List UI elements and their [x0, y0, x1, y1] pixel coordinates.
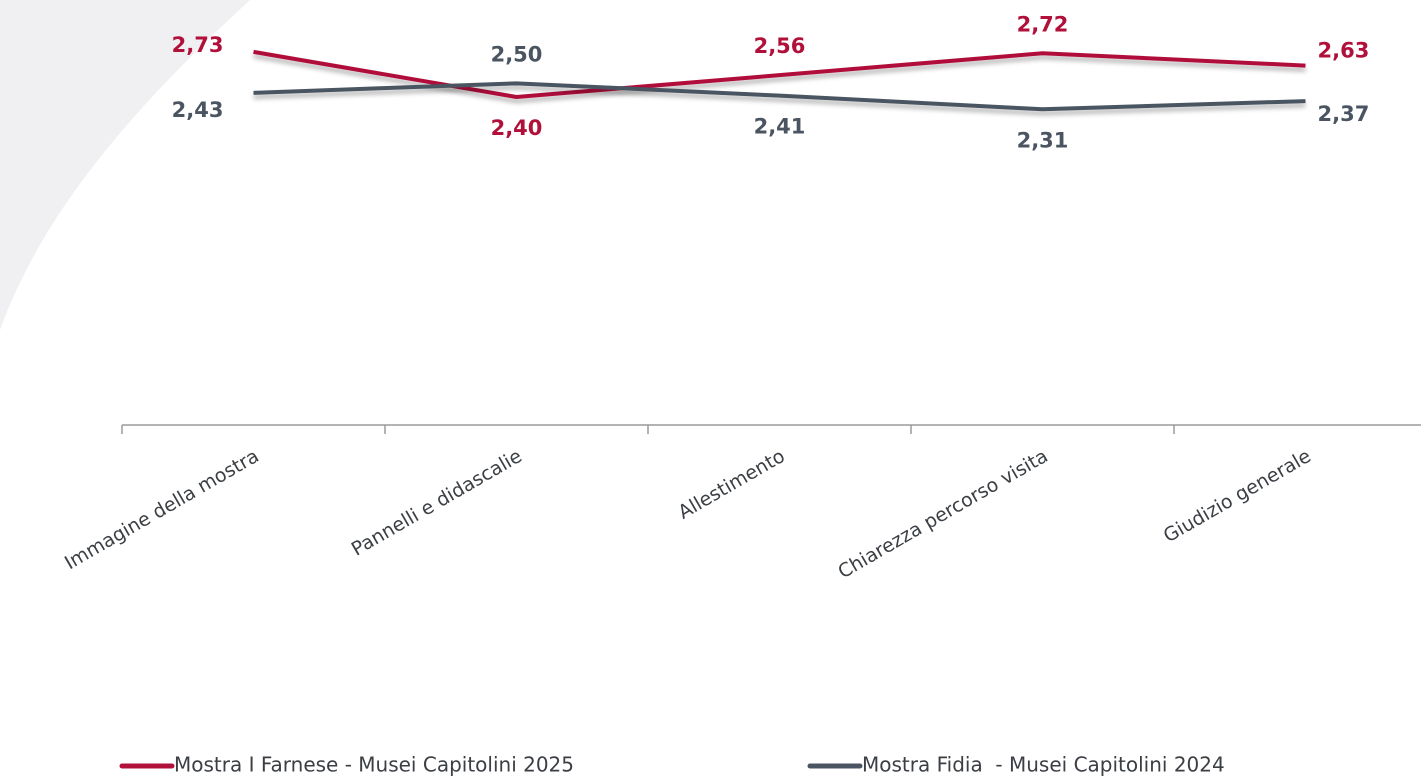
x-tick-label: Pannelli e didascalie [348, 445, 526, 561]
legend-label: Mostra Fidia - Musei Capitolini 2024 [862, 753, 1225, 777]
data-label: 2,31 [1017, 128, 1069, 152]
x-tick-label: Giudizio generale [1160, 445, 1315, 547]
data-label: 2,72 [1017, 12, 1069, 36]
background-shape [0, 0, 250, 330]
legend-label: Mostra I Farnese - Musei Capitolini 2025 [174, 753, 574, 777]
data-label: 2,63 [1318, 39, 1370, 63]
data-label: 2,73 [172, 33, 224, 57]
data-label: 2,43 [172, 98, 224, 122]
line-series [253, 81, 1306, 112]
data-label: 2,40 [491, 116, 543, 140]
data-label: 2,37 [1318, 102, 1370, 126]
data-label: 2,41 [754, 115, 806, 139]
line-series [253, 49, 1306, 99]
data-label: 2,56 [754, 34, 806, 58]
x-tick-label: Immagine della mostra [61, 445, 263, 574]
x-tick-label: Chiarezza percorso visita [834, 445, 1051, 583]
data-label: 2,50 [491, 42, 543, 66]
x-tick-label: Allestimento [675, 445, 789, 524]
